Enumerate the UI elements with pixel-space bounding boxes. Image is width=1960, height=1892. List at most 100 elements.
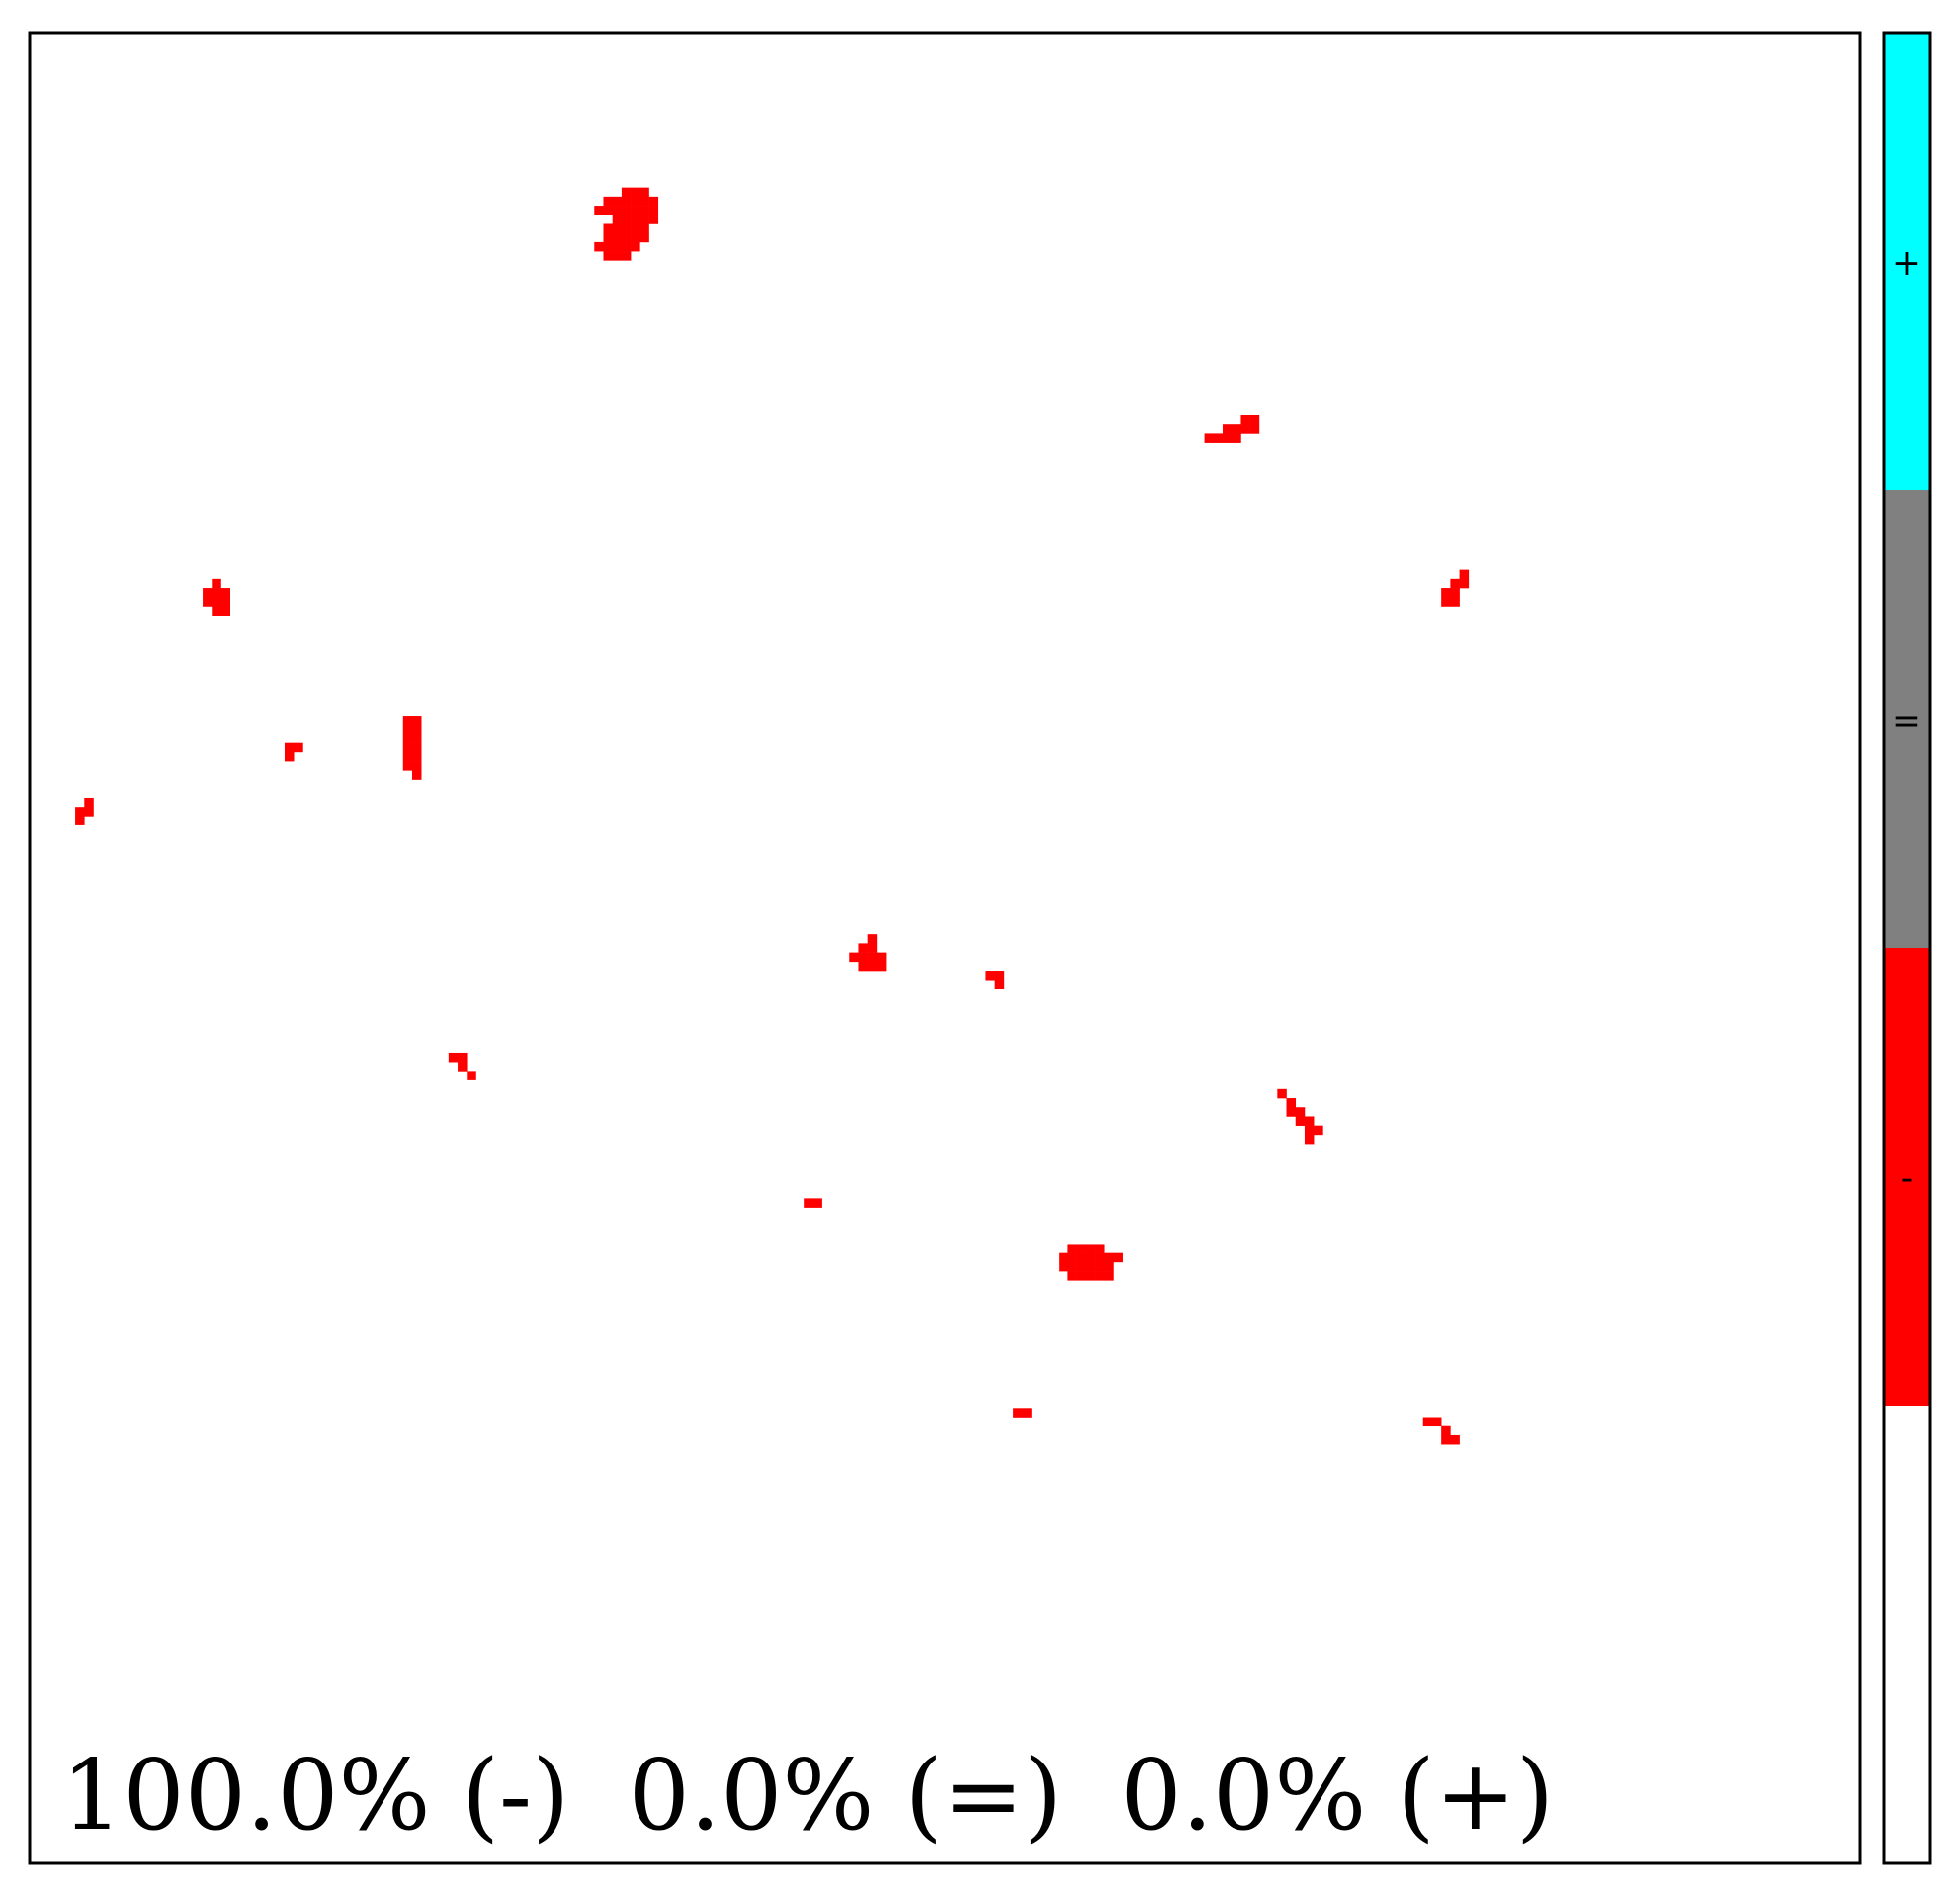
heatmap-cell-minus	[1022, 1408, 1032, 1418]
colorbar-label-plus: +	[1892, 243, 1921, 284]
heatmap-cell-minus	[458, 1052, 468, 1063]
plot-frame	[28, 31, 1862, 1865]
heatmap-cell-minus	[876, 952, 887, 963]
heatmap-cell-minus	[858, 952, 868, 963]
heatmap-cell-minus	[612, 196, 623, 207]
heatmap-cell-minus	[212, 588, 221, 598]
heatmap-cell-minus	[1295, 1116, 1306, 1126]
heatmap-cell-minus	[402, 751, 413, 762]
heatmap-cell-minus	[1249, 424, 1260, 434]
heatmap-cell-minus	[1095, 1252, 1105, 1263]
heatmap-cell-minus	[867, 943, 878, 953]
heatmap-cell-minus	[75, 807, 85, 817]
heatmap-cell-minus	[1104, 1261, 1114, 1272]
heatmap-cell-minus	[631, 196, 640, 207]
heatmap-cell-minus	[994, 980, 1005, 989]
heatmap-cell-minus	[867, 952, 878, 963]
heatmap-cell-minus	[448, 1052, 459, 1063]
heatmap-cell-minus	[621, 206, 632, 215]
heatmap-cell-minus	[1249, 414, 1260, 425]
heatmap-cell-minus	[612, 241, 623, 252]
heatmap-cell-minus	[1085, 1261, 1096, 1272]
summary-plus: 0.0% (+)	[1120, 1740, 1554, 1852]
heatmap-cell-minus	[1277, 1088, 1287, 1099]
heatmap-cell-minus	[631, 206, 640, 215]
heatmap-cell-minus	[411, 751, 422, 762]
heatmap-cell-minus	[1223, 424, 1233, 434]
heatmap-cell-minus	[1095, 1261, 1105, 1272]
heatmap-cell-minus	[867, 934, 878, 944]
heatmap-cell-minus	[284, 751, 295, 762]
heatmap-cell-minus	[812, 1198, 822, 1208]
heatmap-cell-minus	[612, 251, 623, 261]
heatmap-cell-minus	[1213, 433, 1224, 443]
heatmap-cell-minus	[603, 206, 613, 215]
heatmap-cell-minus	[858, 961, 868, 972]
heatmap-cell-minus	[1240, 424, 1250, 434]
heatmap-cell-minus	[1304, 1125, 1315, 1136]
heatmap-cell-minus	[1441, 588, 1451, 598]
heatmap-cell-minus	[411, 761, 422, 771]
heatmap-cell-minus	[621, 241, 632, 252]
summary-text: 100.0% (-) 0.0% (=) 0.0% (+)	[61, 1740, 1554, 1852]
heatmap-cell-minus	[1240, 414, 1250, 425]
heatmap-cell-minus	[1085, 1271, 1096, 1281]
heatmap-cell-minus	[1095, 1271, 1105, 1281]
heatmap-cell-minus	[631, 232, 640, 243]
heatmap-cell-minus	[1095, 1244, 1105, 1253]
heatmap-cell-minus	[402, 733, 413, 743]
heatmap-cell-minus	[1104, 1252, 1114, 1263]
heatmap-cell-minus	[804, 1198, 813, 1208]
heatmap-cell-minus	[612, 223, 623, 233]
heatmap-cell-minus	[402, 725, 413, 734]
summary-minus: 100.0% (-)	[61, 1740, 569, 1852]
heatmap-cell-minus	[1450, 578, 1460, 589]
heatmap-cells	[75, 187, 1470, 1445]
heatmap-cell-minus	[458, 1062, 468, 1072]
heatmap-cell-minus	[639, 187, 649, 198]
heatmap-cell-minus	[994, 971, 1005, 981]
heatmap-cell-minus	[1076, 1252, 1087, 1263]
heatmap-cell-minus	[621, 232, 632, 243]
heatmap-cell-minus	[1076, 1271, 1087, 1281]
heatmap-cell-minus	[212, 597, 221, 607]
heatmap-cell-minus	[621, 187, 632, 198]
heatmap-cell-minus	[1441, 1434, 1451, 1445]
heatmap-cell-minus	[603, 196, 613, 207]
heatmap-cell-minus	[594, 241, 604, 252]
heatmap-cell-minus	[1067, 1244, 1077, 1253]
heatmap-cell-minus	[612, 215, 623, 224]
heatmap-cell-minus	[220, 597, 230, 607]
heatmap-cell-minus	[402, 761, 413, 771]
heatmap-cell-minus	[648, 206, 659, 215]
heatmap-cell-minus	[985, 971, 995, 981]
heatmap-cell-minus	[849, 952, 859, 963]
heatmap-cell-minus	[1104, 1271, 1114, 1281]
heatmap-cell-minus	[1459, 578, 1470, 589]
heatmap-cell-minus	[639, 206, 649, 215]
heatmap-cell-minus	[1422, 1417, 1433, 1427]
heatmap-cell-minus	[1441, 1425, 1451, 1436]
heatmap-cell-minus	[1223, 433, 1233, 443]
heatmap-cell-minus	[1067, 1261, 1077, 1272]
heatmap-cell-minus	[621, 251, 632, 261]
heatmap-cell-minus	[612, 232, 623, 243]
heatmap-cell-minus	[1232, 424, 1241, 434]
heatmap-cell-minus	[203, 597, 213, 607]
heatmap-cell-minus	[631, 215, 640, 224]
heatmap-cell-minus	[1067, 1271, 1077, 1281]
heatmap-cell-minus	[603, 232, 613, 243]
colorbar: + = -	[1882, 31, 1932, 1865]
heatmap-cell-minus	[876, 961, 887, 972]
heatmap-cell-minus	[294, 742, 303, 753]
heatmap-cell-minus	[1204, 433, 1215, 443]
heatmap-cell-minus	[648, 215, 659, 224]
heatmap-cell-minus	[639, 215, 649, 224]
heatmap-cell-minus	[1076, 1261, 1087, 1272]
heatmap-cell-minus	[1304, 1116, 1315, 1126]
heatmap-cell-minus	[1013, 1408, 1023, 1418]
heatmap-cell-minus	[594, 206, 604, 215]
summary-equal: 0.0% (=)	[629, 1740, 1063, 1852]
colorbar-segment-minus	[1884, 948, 1930, 1406]
heatmap-cell-minus	[411, 716, 422, 726]
